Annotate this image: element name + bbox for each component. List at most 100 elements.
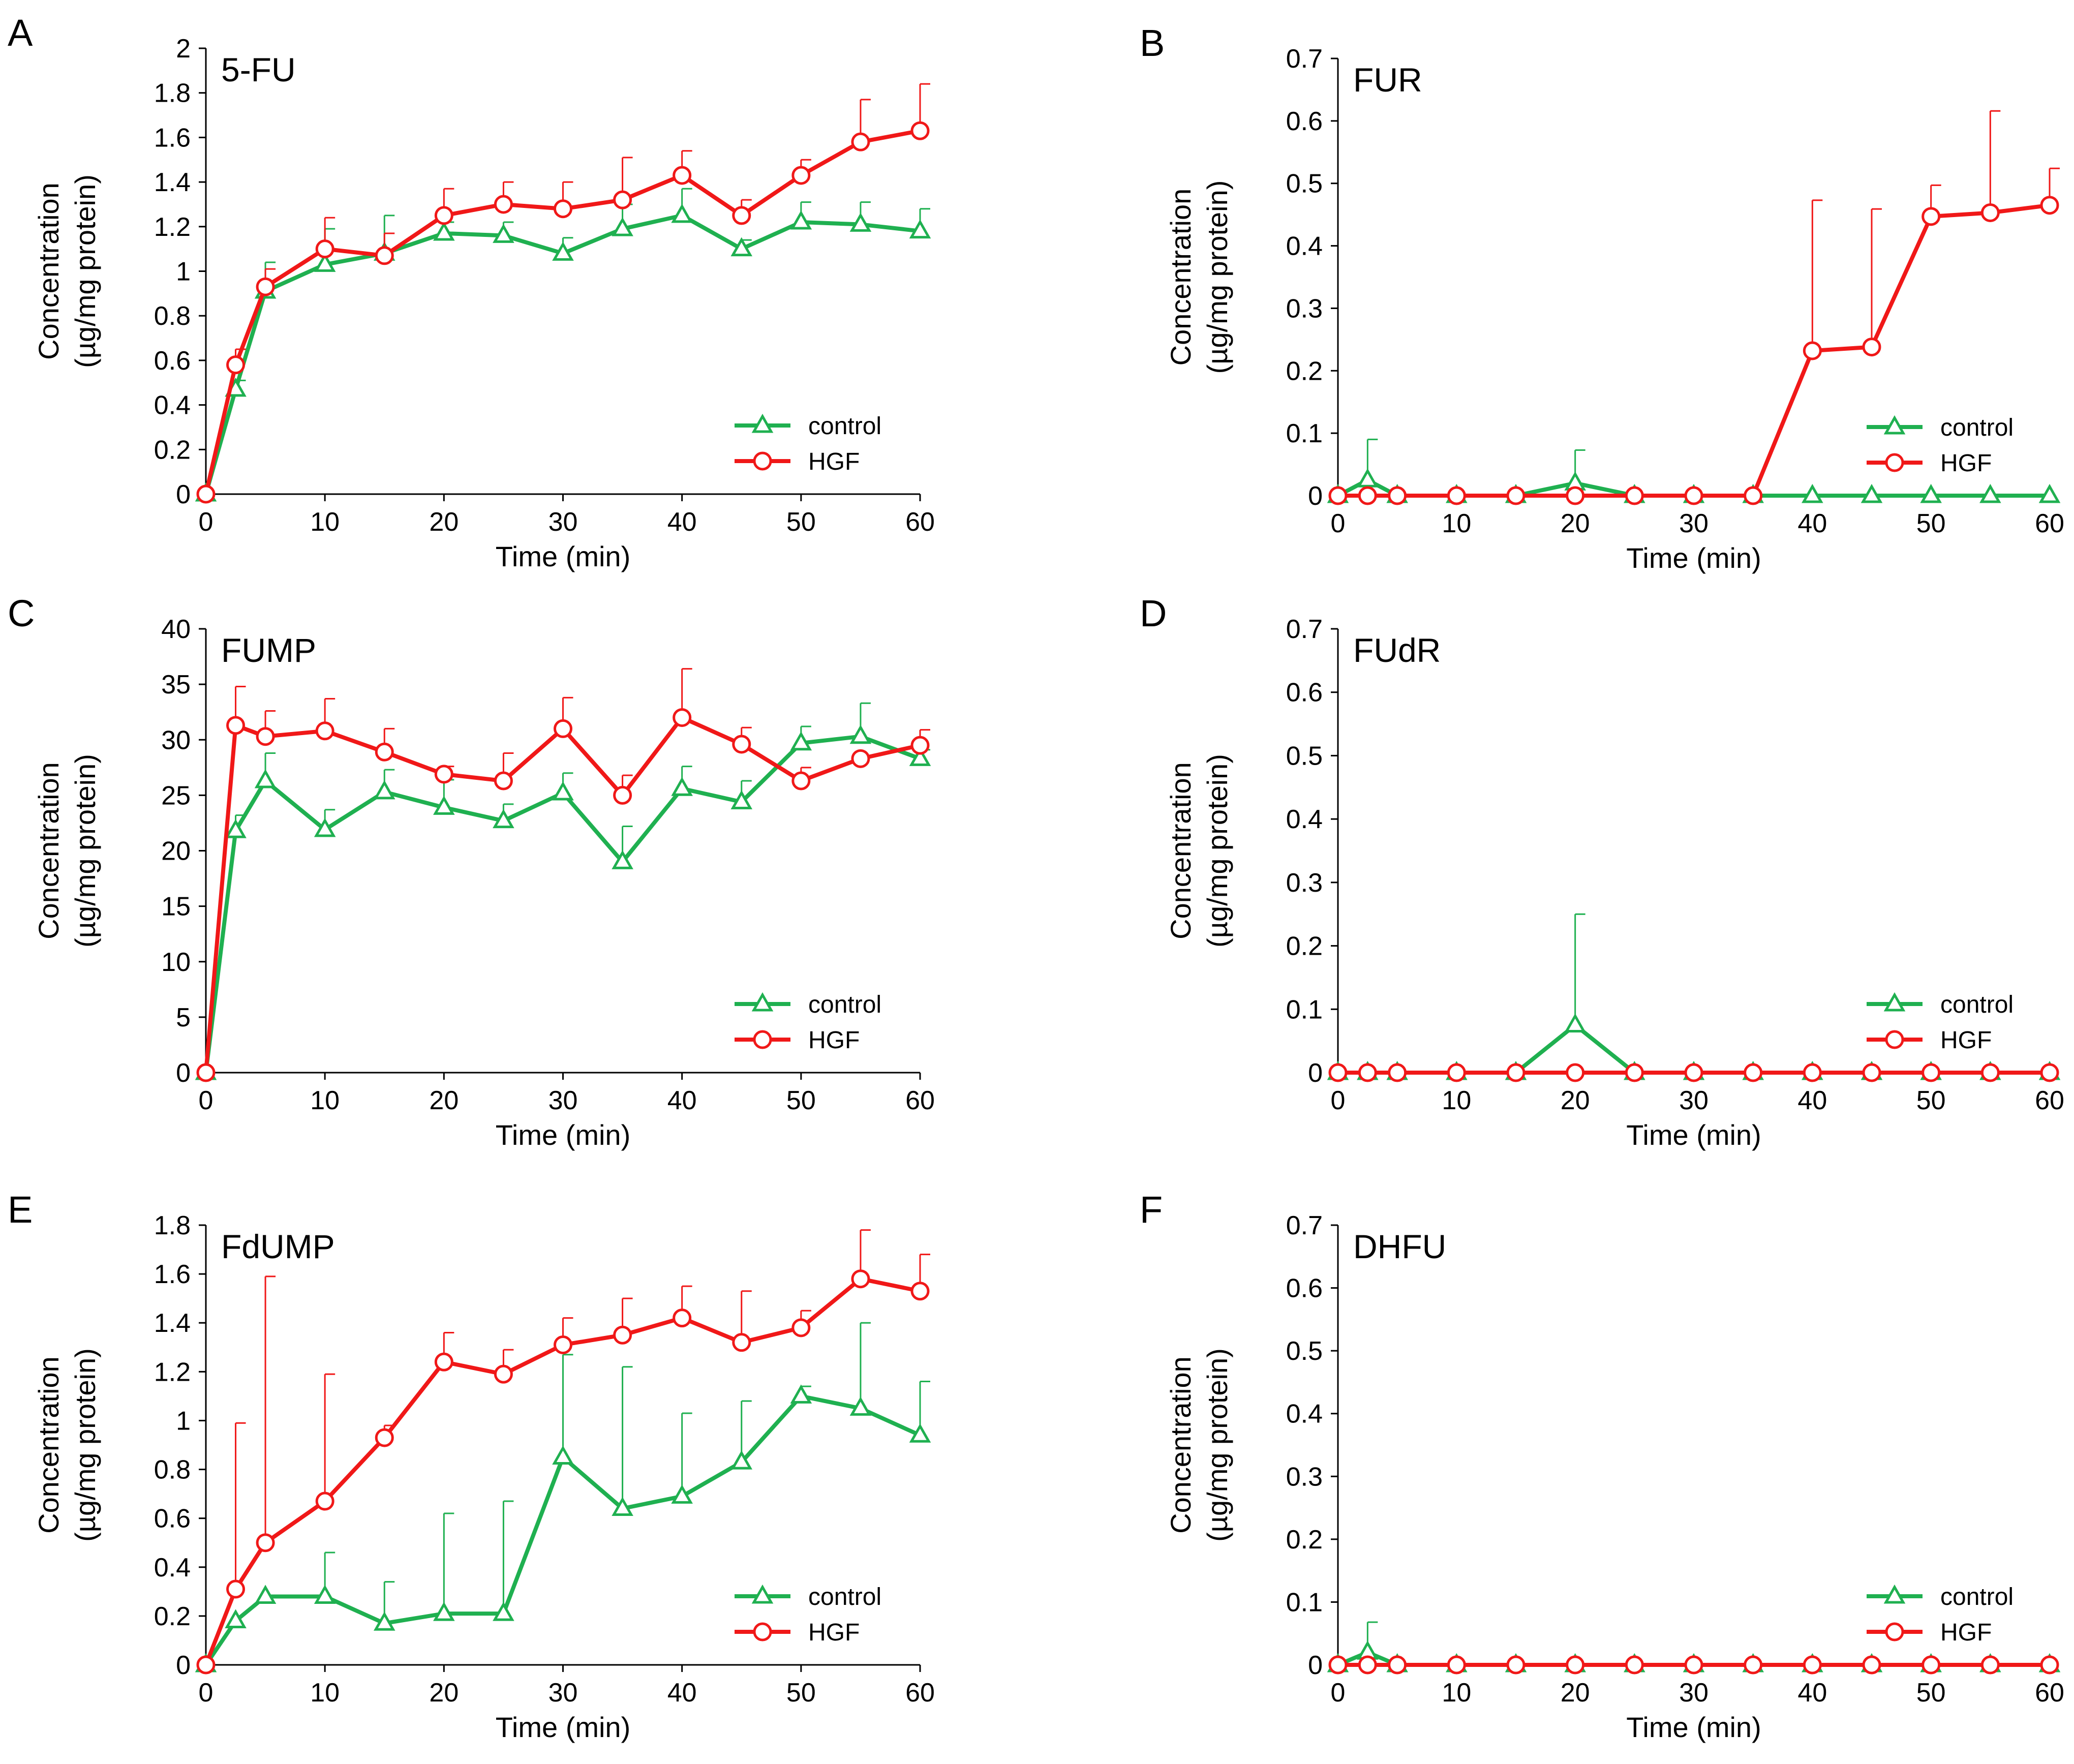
data-point [909,219,931,239]
y-tick-label: 0.6 [154,346,191,376]
y-tick-label: 0.3 [1286,1462,1323,1492]
data-point [196,484,216,504]
y-tick-label: 10 [161,948,191,977]
x-tick-label: 40 [1797,1086,1827,1115]
data-point [1564,1013,1586,1032]
x-tick-label: 50 [1916,1086,1946,1115]
data-point [1506,1063,1526,1082]
data-point [433,796,455,815]
legend: control HGF [1867,414,2014,477]
series-line [1338,203,2050,498]
data-point [1328,1063,1348,1082]
y-tick-label: 0 [1308,1058,1323,1088]
y-axis-subtitle: (µg/mg protein) [69,754,101,948]
data-point [791,166,811,185]
x-tick-label: 60 [905,1086,935,1115]
x-tick-label: 30 [1679,1678,1709,1708]
y-tick-label: 0.7 [1286,1211,1323,1240]
x-tick-label: 30 [548,1678,578,1708]
legend-marker-circle [753,1030,772,1049]
y-tick-label: 0 [1308,1651,1323,1680]
legend-label: HGF [808,448,860,475]
y-tick-label: 0 [176,1651,191,1680]
y-tick-label: 1 [176,1406,191,1436]
legend-marker-triangle [1883,415,1906,435]
data-point [433,221,455,241]
data-point [732,735,751,754]
x-tick-label: 10 [1442,1086,1471,1115]
x-tick-label: 60 [905,507,935,537]
series-control [195,1322,931,1672]
x-tick-label: 0 [1331,1678,1346,1708]
x-tick-label: 50 [786,1678,816,1708]
data-point [2040,196,2059,215]
panel-title: FUMP [221,631,316,669]
data-point [910,121,930,140]
y-tick-label: 0.7 [1286,615,1323,644]
data-point [849,212,872,232]
data-point [1980,203,2000,222]
y-tick-label: 25 [161,781,191,810]
data-point [1860,483,1883,503]
y-axis-subtitle: (µg/mg protein) [1201,754,1233,948]
x-tick-label: 10 [310,1086,340,1115]
data-point [1625,486,1644,505]
x-axis-title: Time (min) [1626,1119,1761,1151]
x-tick-label: 10 [310,507,340,537]
legend: control HGF [1867,1584,2014,1646]
data-point [314,253,336,272]
legend-marker-triangle [751,413,774,433]
x-tick-label: 30 [1679,509,1709,538]
data-point [554,1335,572,1354]
data-point [225,819,247,838]
x-tick-label: 0 [199,1086,214,1115]
y-tick-label: 0 [1308,481,1323,511]
series-hgf [1328,1063,2059,1082]
x-axis-title: Time (min) [1626,1711,1761,1743]
data-point [1506,1655,1526,1675]
data-point [612,217,633,236]
data-point [1862,338,1881,357]
y-tick-label: 35 [161,670,191,699]
data-point [1744,1063,1763,1082]
y-tick-label: 40 [161,615,191,644]
data-point [1566,1655,1585,1675]
data-point [909,747,931,766]
series-hgf [196,1229,930,1675]
y-tick-label: 0.6 [154,1504,191,1534]
y-tick-label: 0.2 [1286,1525,1323,1555]
data-point [1684,1063,1703,1082]
series-line [204,129,921,495]
x-tick-label: 0 [199,507,214,537]
series-line [204,213,921,495]
y-axis-subtitle: (µg/mg protein) [1201,1348,1233,1542]
y-tick-label: 1.4 [154,168,191,197]
data-point [225,1609,247,1628]
data-point [315,239,334,259]
data-point [849,1396,872,1416]
series-line [204,715,921,1073]
data-point [1803,1063,1822,1082]
y-tick-label: 0.2 [1286,356,1323,386]
data-point [254,769,277,788]
data-point [552,241,574,261]
x-tick-label: 60 [905,1678,935,1708]
y-tick-label: 0.3 [1286,294,1323,323]
data-point [851,132,870,151]
y-tick-label: 15 [161,892,191,922]
data-point [851,1269,870,1289]
panel-title: FUdR [1353,631,1441,669]
data-point [1744,486,1763,505]
x-tick-label: 0 [1331,509,1346,538]
y-tick-label: 2 [176,34,191,64]
y-tick-label: 1.8 [154,1211,191,1240]
y-tick-label: 0.2 [154,1602,191,1631]
data-point [730,790,753,809]
data-point [256,277,275,296]
y-tick-label: 0.1 [1286,1588,1323,1617]
y-tick-label: 1.2 [154,212,191,242]
data-point [375,742,394,762]
data-point [613,1325,632,1345]
data-point [494,771,513,790]
